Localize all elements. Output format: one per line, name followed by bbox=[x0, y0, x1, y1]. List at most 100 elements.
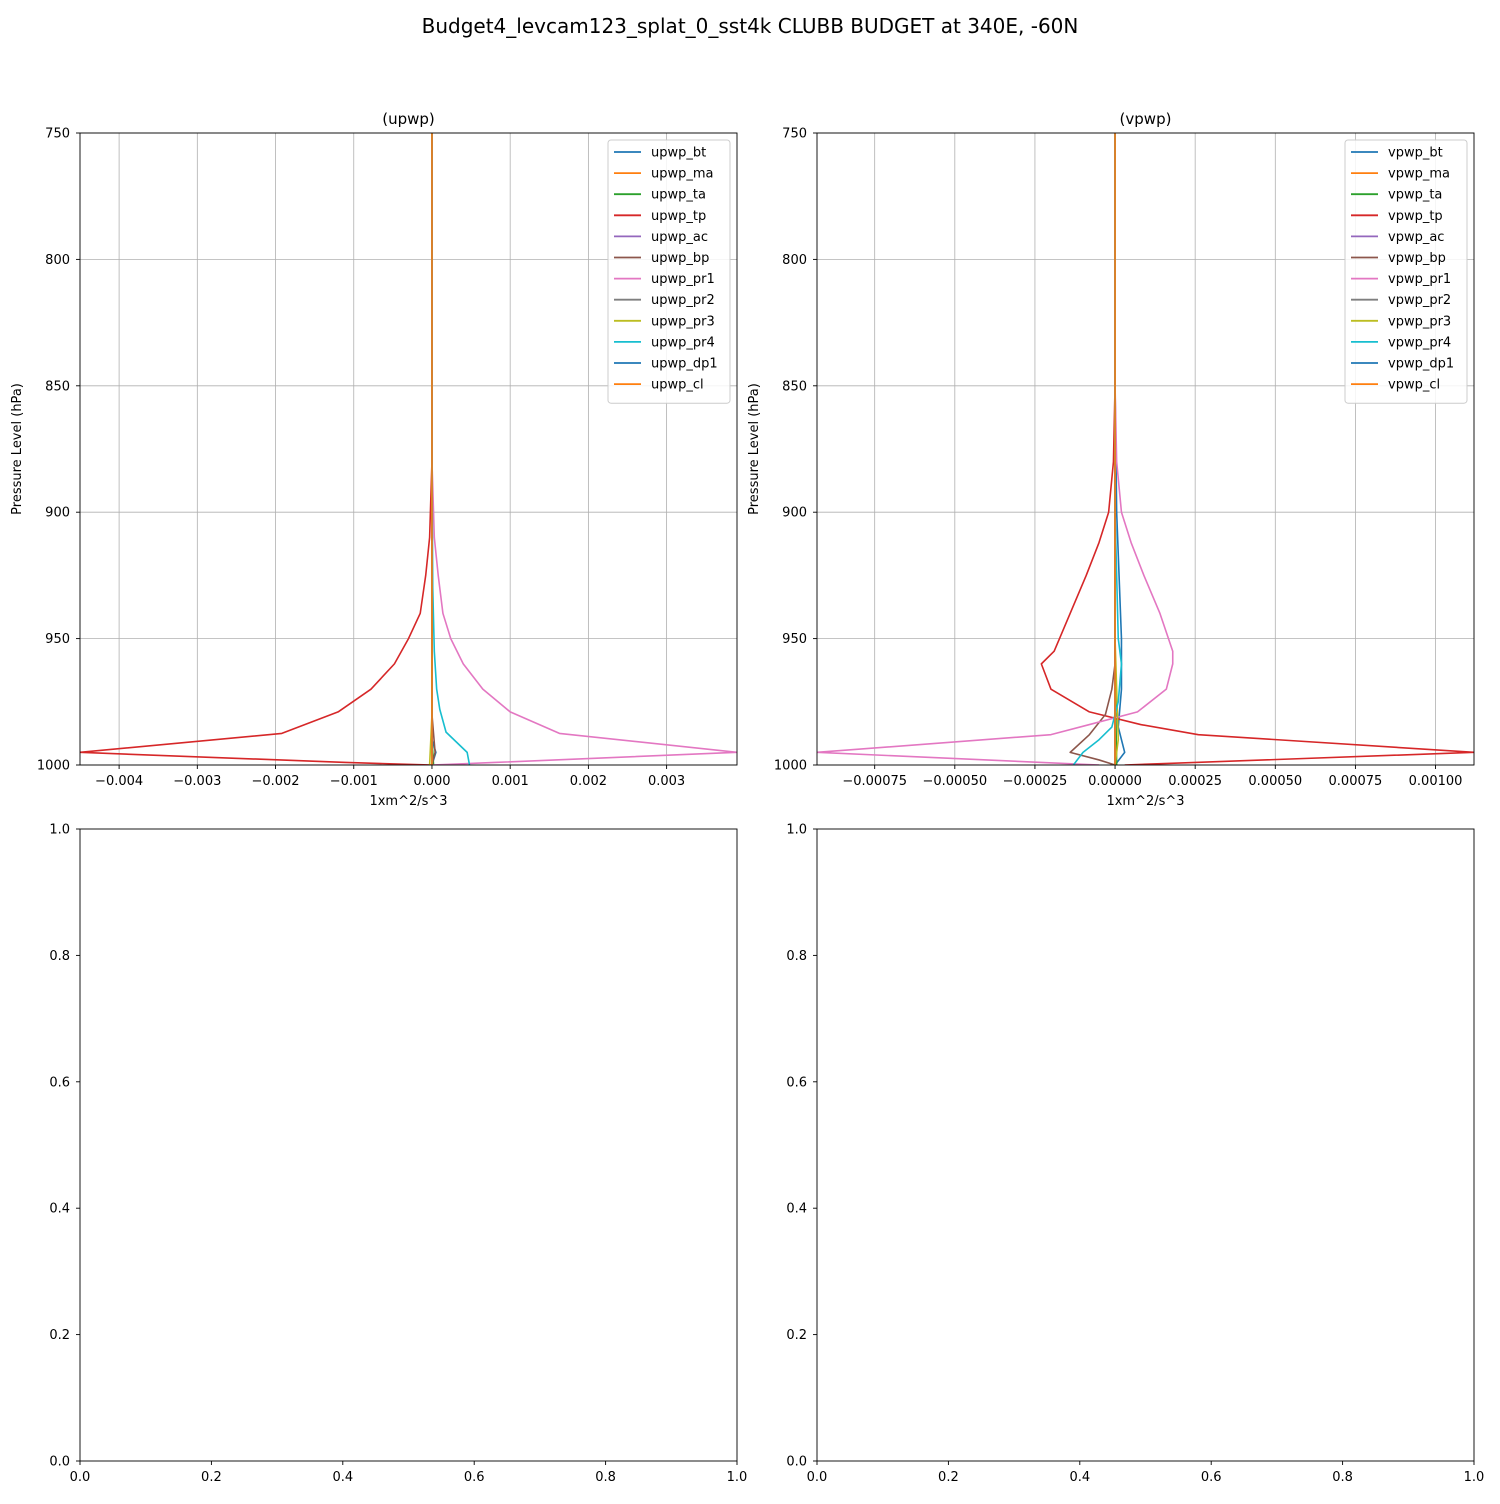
series-line-upwp_pr4 bbox=[431, 133, 471, 765]
y-tick-label: 1000 bbox=[774, 759, 807, 774]
legend-box bbox=[607, 139, 731, 404]
y-tick-label: 0.6 bbox=[49, 1075, 70, 1090]
x-tick-label: 0.000 bbox=[413, 774, 450, 789]
series-line-upwp_tp bbox=[80, 133, 433, 765]
y-axis-label: Pressure Level (hPa) bbox=[747, 383, 762, 515]
legend-entry: upwp_bp bbox=[651, 251, 709, 266]
panel-title: (vpwp) bbox=[1120, 110, 1172, 128]
y-tick-label: 0.4 bbox=[49, 1202, 70, 1217]
x-tick-label: 0.0 bbox=[70, 1470, 91, 1485]
y-tick-label: 800 bbox=[782, 253, 807, 268]
series-line-vpwp_pr4 bbox=[1072, 133, 1123, 765]
y-tick-label: 0.2 bbox=[49, 1328, 70, 1343]
x-tick-label: −0.004 bbox=[95, 774, 143, 789]
legend-entry: upwp_pr4 bbox=[651, 335, 715, 350]
y-tick-label: 750 bbox=[782, 127, 807, 142]
figure-title: Budget4_levcam123_splat_0_sst4k CLUBB BU… bbox=[421, 14, 1079, 38]
x-tick-label: 0.8 bbox=[1332, 1470, 1353, 1485]
legend-entry: vpwp_ta bbox=[1388, 188, 1442, 203]
legend-entry: upwp_pr2 bbox=[651, 293, 715, 308]
panel-2: −0.00075 −0.00050 −0.00025 0.00000 0.00025 0.… bbox=[747, 110, 1475, 809]
x-tick-label: 0.00050 bbox=[1248, 774, 1302, 789]
y-tick-label: 0.0 bbox=[49, 1455, 70, 1470]
legend-entry: upwp_ac bbox=[651, 230, 708, 245]
series-line-vpwp_tp bbox=[1040, 133, 1474, 765]
legend-entry: vpwp_ac bbox=[1388, 230, 1444, 245]
panel-3: 0.0 0.2 0.4 0.6 0.8 1.0 0.0 0.2 0.4 0.6 0.8 1.0 bbox=[49, 823, 747, 1486]
y-tick-label: 800 bbox=[45, 253, 70, 268]
axes-frame bbox=[816, 132, 1475, 766]
legend-entry: vpwp_bp bbox=[1388, 251, 1446, 266]
x-tick-label: 0.0 bbox=[807, 1470, 828, 1485]
legend-entry: upwp_tp bbox=[651, 209, 706, 224]
panel-1: −0.004 −0.003 −0.002 −0.001 0.000 0.001 0.002 0… bbox=[10, 110, 738, 809]
legend: upwp_bt upwp_ma upwp_ta upwp_tp upwp_ac upwp_… bbox=[607, 139, 731, 404]
panel-title: (upwp) bbox=[382, 110, 435, 128]
legend-entry: vpwp_cl bbox=[1388, 378, 1440, 393]
x-tick-label: −0.001 bbox=[330, 774, 378, 789]
series-line-upwp_pr1 bbox=[431, 133, 737, 765]
y-tick-label: 1000 bbox=[37, 759, 70, 774]
x-tick-label: −0.00025 bbox=[1003, 774, 1068, 789]
x-tick-label: 0.00025 bbox=[1168, 774, 1222, 789]
x-tick-label: 0.6 bbox=[1201, 1470, 1222, 1485]
y-tick-label: 0.4 bbox=[786, 1202, 807, 1217]
series-line-vpwp_pr1 bbox=[817, 133, 1174, 765]
legend-entry: vpwp_pr3 bbox=[1388, 314, 1451, 329]
panel-4: 0.0 0.2 0.4 0.6 0.8 1.0 0.0 0.2 0.4 0.6 0.8 1.0 bbox=[786, 823, 1484, 1486]
x-tick-label: 0.001 bbox=[492, 774, 529, 789]
x-tick-label: 0.00100 bbox=[1409, 774, 1463, 789]
x-axis-label: 1xm^2/s^3 bbox=[369, 794, 447, 809]
legend-entry: upwp_dp1 bbox=[651, 357, 718, 372]
legend: vpwp_bt vpwp_ma vpwp_ta vpwp_tp vpwp_ac vpwp_… bbox=[1344, 139, 1468, 404]
y-tick-label: 0.6 bbox=[786, 1075, 807, 1090]
y-tick-label: 850 bbox=[782, 379, 807, 394]
x-tick-label: −0.00075 bbox=[842, 774, 907, 789]
x-tick-label: 0.2 bbox=[938, 1470, 959, 1485]
x-tick-label: −0.003 bbox=[173, 774, 221, 789]
x-tick-label: 0.8 bbox=[595, 1470, 616, 1485]
x-tick-label: 1.0 bbox=[1464, 1470, 1485, 1485]
x-axis-label: 1xm^2/s^3 bbox=[1106, 794, 1184, 809]
y-tick-label: 900 bbox=[782, 506, 807, 521]
legend-entry: upwp_ma bbox=[651, 167, 714, 182]
x-tick-label: 0.002 bbox=[570, 774, 607, 789]
y-tick-label: 1.0 bbox=[786, 823, 807, 838]
x-tick-label: 0.4 bbox=[332, 1470, 353, 1485]
x-tick-label: −0.00050 bbox=[922, 774, 987, 789]
legend-entry: upwp_bt bbox=[651, 146, 706, 161]
legend-entry: upwp_ta bbox=[651, 188, 706, 203]
series-group bbox=[80, 133, 737, 765]
y-tick-label: 0.8 bbox=[49, 949, 70, 964]
series-line-vpwp_bp bbox=[1069, 133, 1116, 765]
legend-entry: vpwp_ma bbox=[1388, 167, 1450, 182]
y-tick-label: 900 bbox=[45, 506, 70, 521]
axes-frame bbox=[79, 828, 738, 1462]
y-tick-label: 0.2 bbox=[786, 1328, 807, 1343]
x-tick-label: 0.4 bbox=[1069, 1470, 1090, 1485]
y-tick-label: 0.0 bbox=[786, 1455, 807, 1470]
y-tick-label: 1.0 bbox=[49, 823, 70, 838]
y-tick-label: 850 bbox=[45, 379, 70, 394]
y-tick-label: 0.8 bbox=[786, 949, 807, 964]
legend-entry: vpwp_bt bbox=[1388, 146, 1443, 161]
x-tick-label: 0.2 bbox=[201, 1470, 222, 1485]
legend-entry: vpwp_tp bbox=[1388, 209, 1443, 224]
y-axis-label: Pressure Level (hPa) bbox=[10, 383, 25, 515]
x-tick-label: −0.002 bbox=[251, 774, 299, 789]
y-tick-label: 950 bbox=[782, 632, 807, 647]
axes-frame bbox=[816, 828, 1475, 1462]
legend-box bbox=[1344, 139, 1468, 404]
x-tick-label: 0.003 bbox=[648, 774, 685, 789]
legend-entry: vpwp_pr2 bbox=[1388, 293, 1451, 308]
legend-entry: vpwp_pr1 bbox=[1388, 272, 1451, 287]
axes-frame bbox=[79, 132, 738, 766]
x-tick-label: 0.6 bbox=[464, 1470, 485, 1485]
legend-entry: upwp_pr1 bbox=[651, 272, 715, 287]
legend-entry: upwp_pr3 bbox=[651, 314, 715, 329]
x-tick-label: 0.00000 bbox=[1088, 774, 1142, 789]
series-group bbox=[817, 133, 1474, 765]
x-tick-label: 1.0 bbox=[727, 1470, 748, 1485]
